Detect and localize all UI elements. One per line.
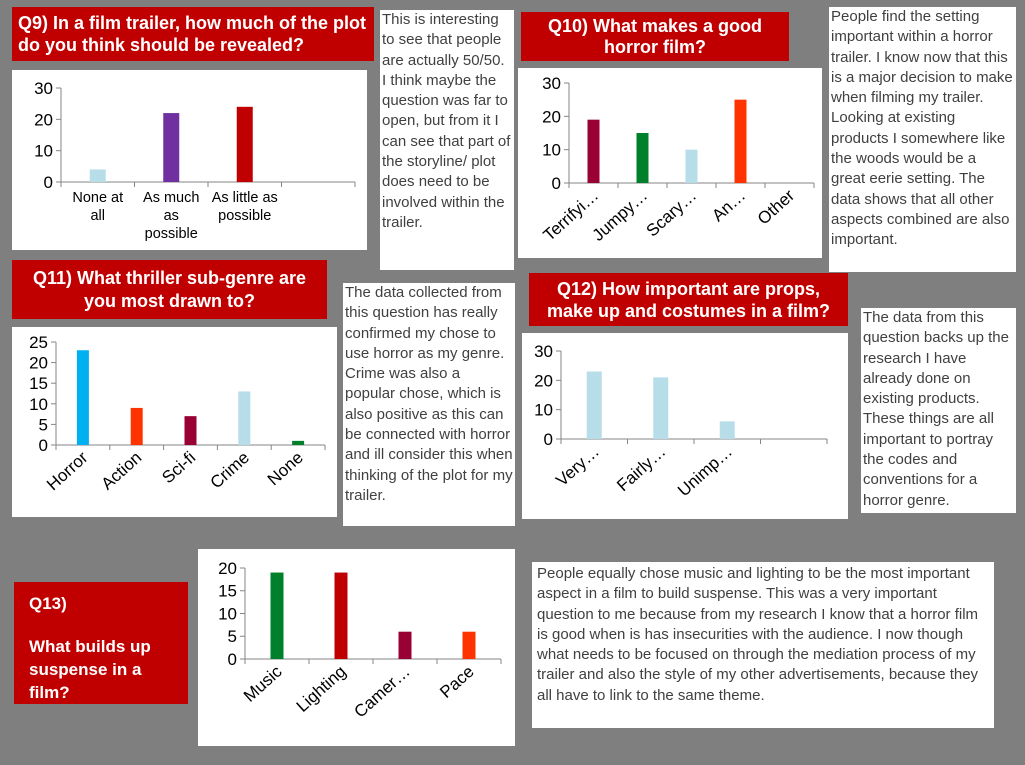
bar-Sci-fi	[184, 416, 197, 445]
q9-chart: 0 10 20 30 None at all As much as possible As lit…	[12, 70, 367, 250]
q13-chart: 0 5 10 15 20 Music Lighting Camer… Pace	[198, 549, 515, 746]
bar-Fairly…	[653, 377, 669, 439]
q13-title-label: Q13)	[29, 594, 67, 613]
bar-None at all	[89, 169, 106, 182]
y-tick-label: 10	[542, 141, 561, 160]
y-tick-label: 10	[218, 604, 237, 623]
category-label: Scary…	[643, 186, 701, 241]
y-tick-label: 10	[29, 395, 48, 414]
q10-title: Q10) What makes a good horror film?	[547, 16, 763, 57]
y-tick-label: 15	[218, 582, 237, 601]
category-label: None at all	[72, 190, 123, 224]
q11-chart: 0 5 10 15 20 25 Horror Action Sci-fi Crime None	[12, 327, 337, 517]
category-label: Crime	[207, 448, 253, 492]
bar-Pace	[462, 631, 476, 659]
bar-Jumpy…	[636, 133, 649, 183]
bar-Lighting	[334, 572, 348, 659]
y-tick-label: 0	[228, 650, 237, 669]
category-label: Lighting	[293, 662, 350, 716]
q10-title-box: Q10) What makes a good horror film?	[521, 12, 789, 61]
q11-title: Q11) What thriller sub-genre are you mos…	[32, 268, 307, 311]
bar-Action	[130, 407, 143, 445]
q12-title-box: Q12) How important are props, make up an…	[529, 273, 848, 326]
y-tick-label: 10	[534, 401, 553, 420]
category-label: Action	[98, 448, 146, 494]
y-tick-label: 5	[39, 415, 48, 434]
category-label: Music	[240, 662, 286, 706]
bar-Camer…	[398, 631, 412, 659]
y-tick-label: 0	[39, 436, 48, 455]
y-tick-label: 20	[542, 107, 561, 126]
q12-title: Q12) How important are props, make up an…	[546, 279, 831, 321]
bar-As little as possible	[236, 106, 253, 182]
bar-Scary…	[685, 149, 698, 183]
q12-chart: 0 10 20 30 Very… Fairly… Unimp…	[522, 333, 848, 519]
category-label: None	[264, 448, 307, 489]
bar-Horror	[76, 350, 89, 445]
q13-title-question: What builds up suspense in a film?	[29, 637, 151, 702]
q10-chart: 0 10 20 30 Terrifyi… Jumpy… Scary… An… Other	[518, 68, 822, 258]
y-tick-label: 0	[44, 173, 53, 192]
bar-None	[292, 440, 305, 445]
y-tick-label: 5	[228, 627, 237, 646]
y-tick-label: 20	[34, 110, 53, 129]
category-label: Camer…	[350, 662, 413, 722]
q11-note: The data collected from this question ha…	[343, 283, 515, 526]
q13-note: People equally chose music and lighting …	[532, 562, 994, 728]
bar-Terrifyi…	[587, 119, 600, 183]
category-label: Very…	[552, 442, 603, 490]
q10-note: People find the setting important within…	[829, 7, 1016, 272]
q11-title-box: Q11) What thriller sub-genre are you mos…	[12, 260, 327, 319]
y-tick-label: 30	[542, 74, 561, 93]
category-label: As little as possible	[212, 190, 278, 224]
bar-Crime	[238, 391, 251, 445]
y-tick-label: 0	[552, 174, 561, 193]
y-tick-label: 20	[29, 354, 48, 373]
y-tick-label: 20	[218, 559, 237, 578]
q13-title-box: Q13) What builds up suspense in a film?	[14, 582, 188, 704]
category-label: Sci-fi	[158, 448, 199, 487]
y-tick-label: 0	[544, 430, 553, 449]
category-label: An…	[708, 186, 749, 225]
category-label: Horror	[43, 448, 92, 495]
q9-title-box: Q9) In a film trailer, how much of the p…	[12, 7, 374, 61]
y-tick-label: 20	[534, 371, 553, 390]
bar-Music	[270, 572, 284, 659]
bar-Very…	[586, 371, 602, 439]
category-label: As much as possible	[143, 190, 199, 242]
category-label: Unimp…	[674, 442, 736, 500]
y-tick-label: 25	[29, 333, 48, 352]
bar-An…	[734, 99, 747, 183]
q9-title: Q9) In a film trailer, how much of the p…	[18, 13, 367, 55]
y-tick-label: 30	[34, 79, 53, 98]
q12-note: The data from this question backs up the…	[861, 308, 1016, 513]
category-label: Jumpy…	[589, 186, 652, 245]
y-tick-label: 15	[29, 374, 48, 393]
q9-note: This is interesting to see that people a…	[380, 10, 514, 270]
category-label: Fairly…	[613, 442, 669, 495]
bar-Unimp…	[719, 421, 735, 439]
y-tick-label: 30	[534, 342, 553, 361]
y-tick-label: 10	[34, 142, 53, 161]
category-label: Other	[754, 186, 799, 229]
category-label: Pace	[436, 662, 478, 702]
bar-As much as possible	[163, 113, 180, 182]
